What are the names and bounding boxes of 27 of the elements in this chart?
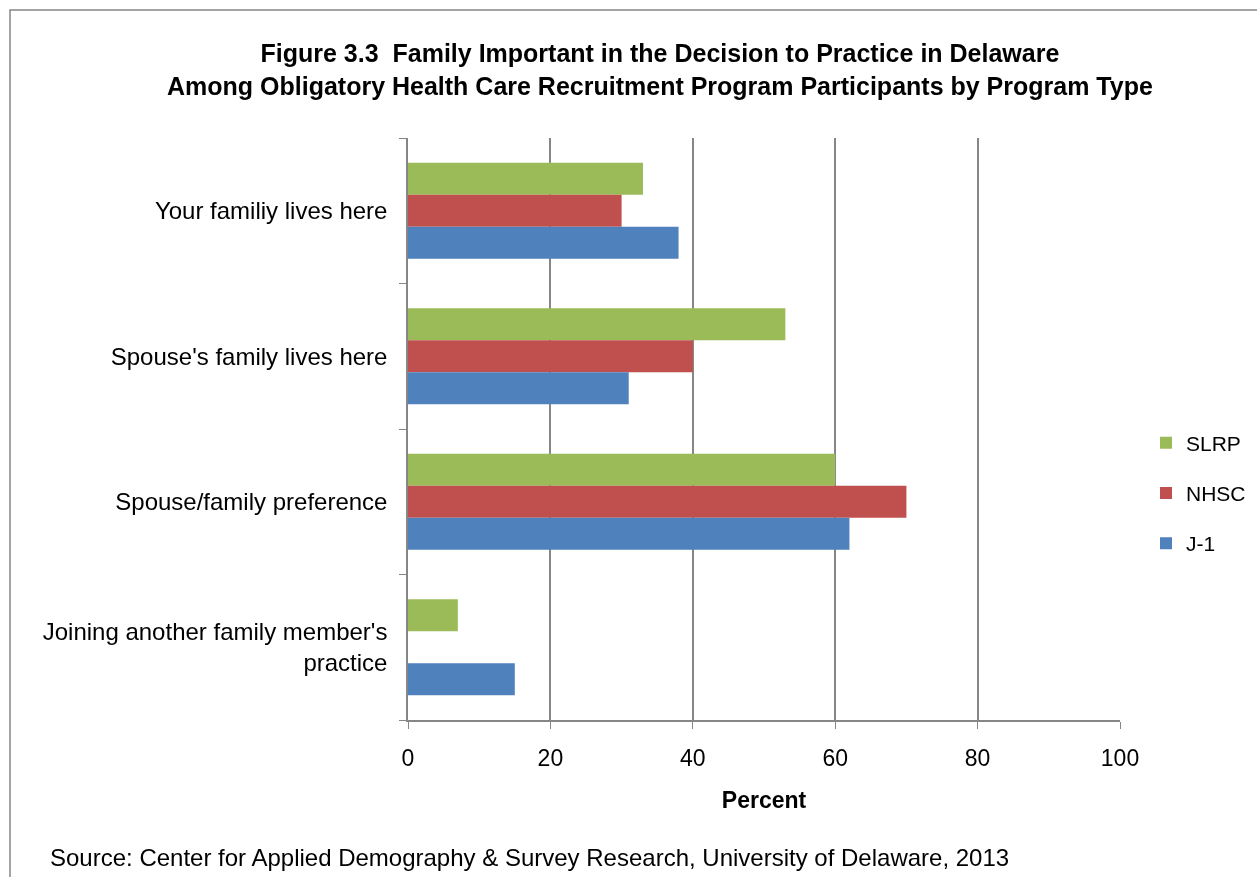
bar <box>408 599 458 632</box>
bar <box>408 340 693 373</box>
y-tick-label: Spouse's family lives here <box>110 342 388 370</box>
source-note: Source: Center for Applied Demography & Survey Research, University of Delaware, 2013 <box>50 844 1010 871</box>
bar <box>408 194 622 227</box>
y-tick-label: Joining another family member's practice <box>42 618 388 677</box>
bar <box>408 162 643 195</box>
x-tick-label: 40 <box>680 745 706 772</box>
y-tick-label: Your familiy lives here <box>154 197 388 225</box>
x-axis-title: Percent <box>721 787 807 814</box>
bar <box>408 308 786 341</box>
x-tick-label: 80 <box>964 745 991 772</box>
bar <box>408 372 629 405</box>
legend-label: NHSC <box>1186 482 1246 506</box>
bar <box>408 453 836 486</box>
bar <box>408 226 679 259</box>
x-tick-label: 60 <box>822 745 848 772</box>
y-tick-label: Spouse/family preference <box>115 488 388 516</box>
bar <box>408 517 850 550</box>
legend-label: SLRP <box>1186 431 1241 455</box>
x-tick-label: 100 <box>1100 745 1140 772</box>
legend-label: J-1 <box>1186 532 1216 556</box>
chart-title: Figure 3.3 Family Important in the Decision to Practice in Delaware Among Obligatory Health Care Recruitment Program Participants by Program Type <box>166 39 1153 100</box>
bar <box>408 485 907 518</box>
x-tick-label: 0 <box>401 745 415 772</box>
x-tick-label: 20 <box>537 745 564 772</box>
bar <box>408 663 515 696</box>
